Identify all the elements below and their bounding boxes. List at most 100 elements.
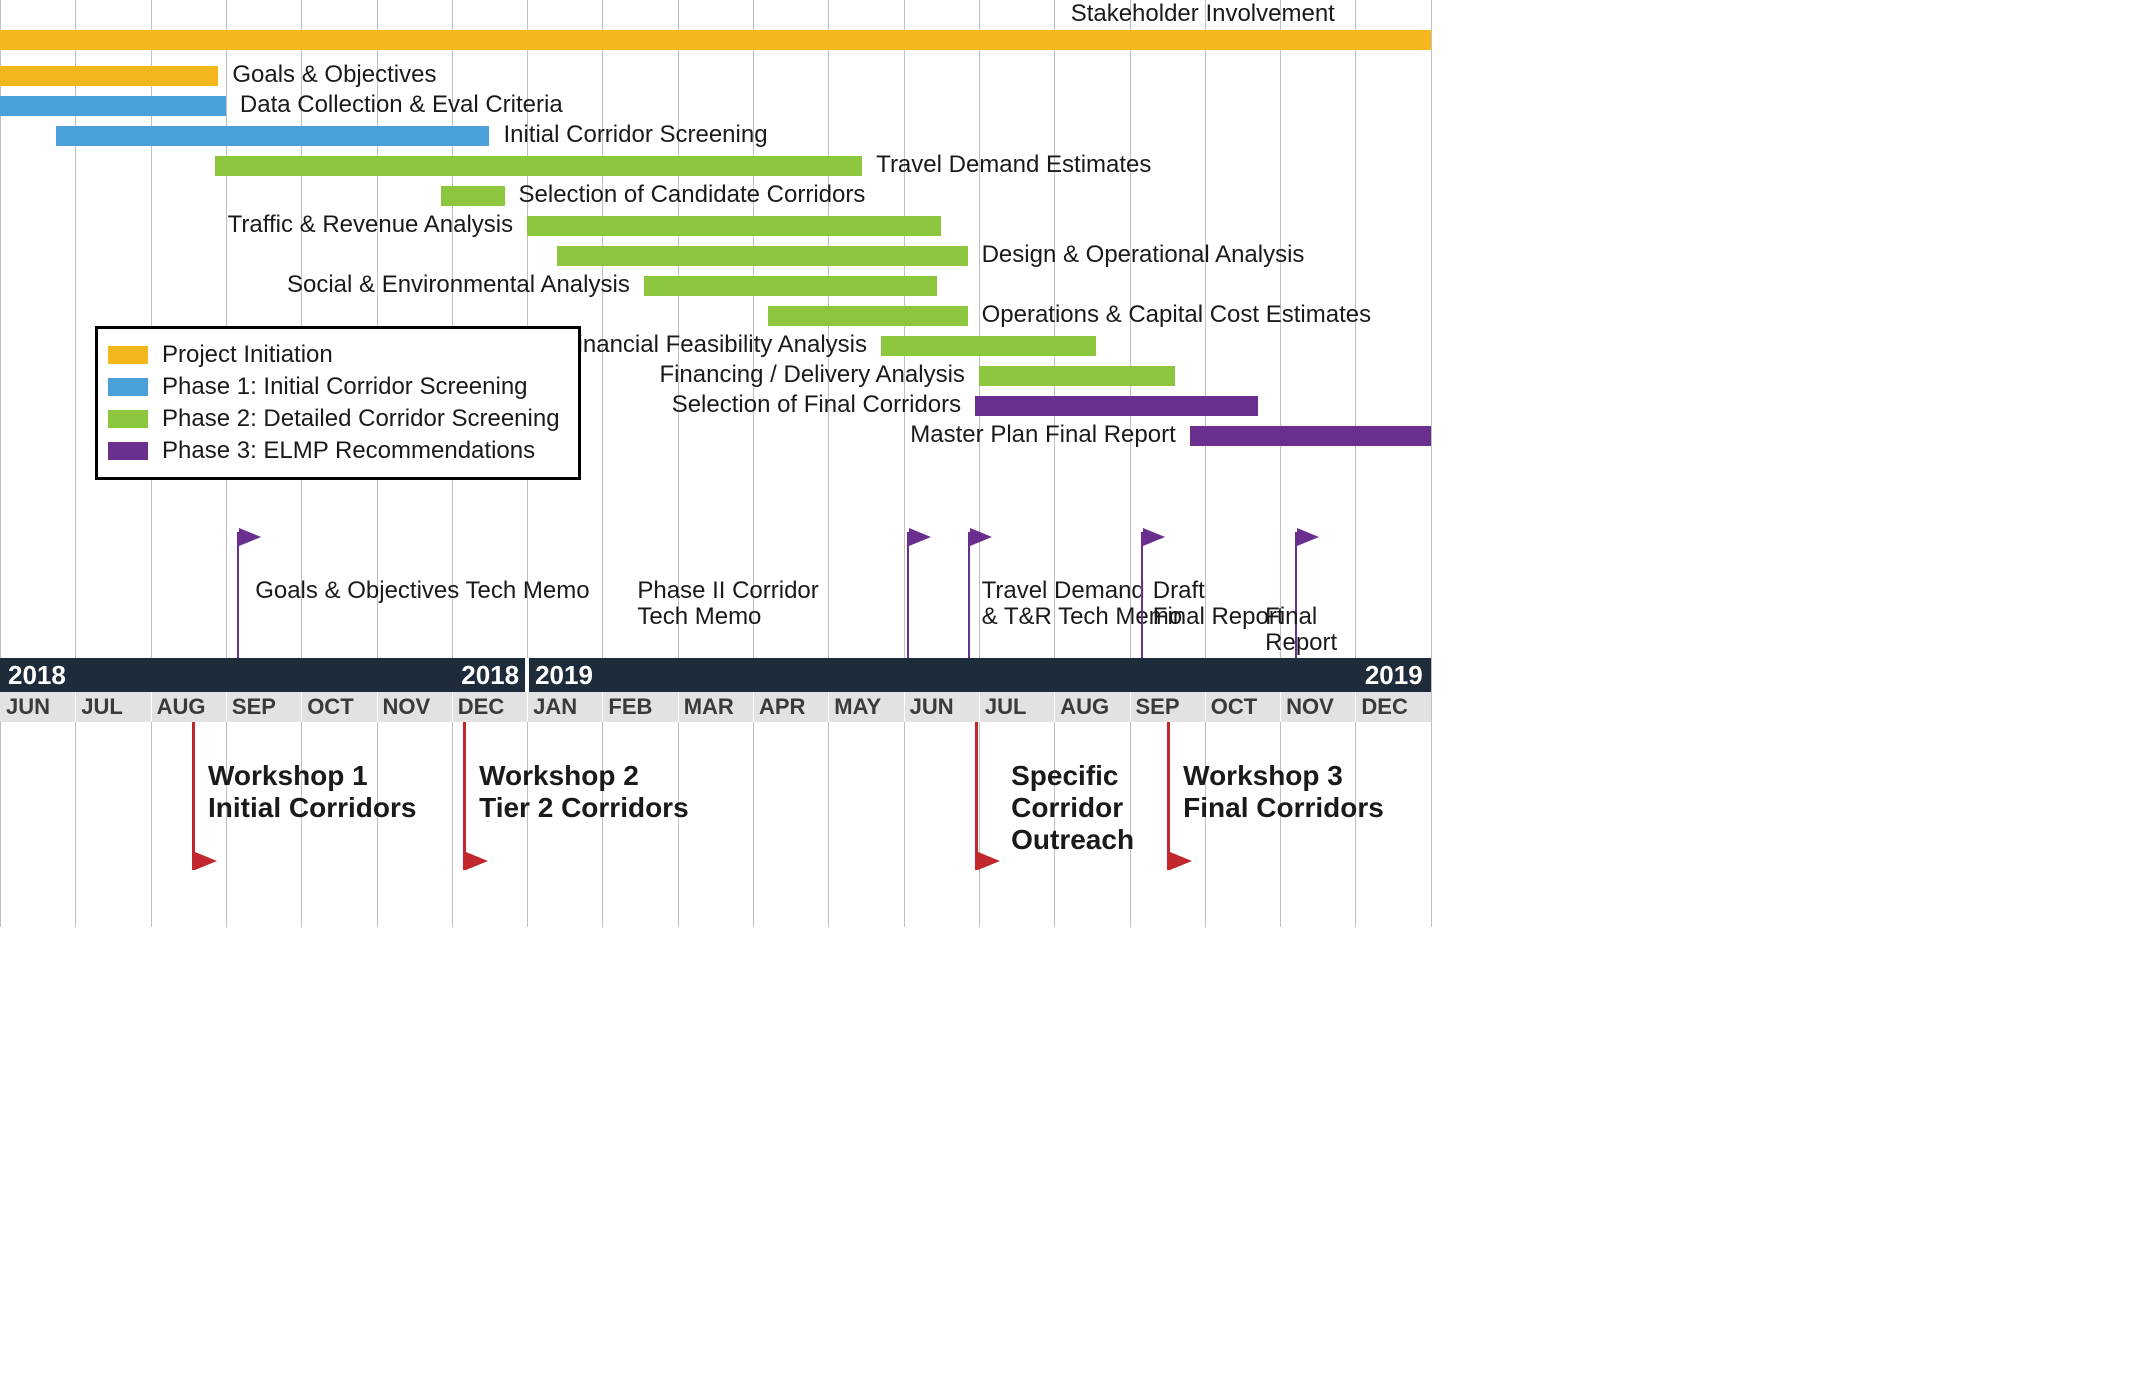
gridline [904, 0, 905, 927]
workshop-marker-stem [1167, 722, 1170, 870]
milestone-flag-stem [237, 532, 239, 658]
month-label: JUL [979, 692, 1054, 722]
gantt-chart: Stakeholder Involvement Goals & Objective… [0, 0, 1431, 927]
workshop-marker-stem [463, 722, 466, 870]
task-bar [557, 246, 967, 266]
workshop-label: Workshop 3Final Corridors [1183, 760, 1384, 824]
legend-item: Phase 3: ELMP Recommendations [108, 437, 560, 465]
legend-label: Project Initiation [162, 341, 333, 369]
month-separator [527, 692, 528, 722]
month-separator [1130, 692, 1131, 722]
milestone-flag-icon [1143, 528, 1165, 546]
month-separator [452, 692, 453, 722]
workshop-label: SpecificCorridorOutreach [1011, 760, 1134, 857]
month-separator [602, 692, 603, 722]
milestone-label: Goals & Objectives Tech Memo [255, 578, 589, 604]
month-separator [678, 692, 679, 722]
month-separator [753, 692, 754, 722]
milestone-flag-stem [968, 532, 970, 658]
workshop-label: Workshop 2Tier 2 Corridors [479, 760, 689, 824]
month-separator [904, 692, 905, 722]
month-label: AUG [151, 692, 226, 722]
legend-swatch [108, 378, 148, 396]
month-label: JAN [527, 692, 602, 722]
month-label: SEP [226, 692, 301, 722]
milestone-label: Phase II CorridorTech Memo [637, 578, 818, 631]
month-label: JUN [0, 692, 75, 722]
month-separator [151, 692, 152, 722]
task-bar [979, 366, 1175, 386]
year-band: 2019 2019 [527, 658, 1431, 692]
milestone-flag-icon [1297, 528, 1319, 546]
month-label: OCT [1205, 692, 1280, 722]
legend-swatch [108, 442, 148, 460]
month-separator [226, 692, 227, 722]
task-label: Goals & Objectives [232, 63, 436, 87]
task-label: Data Collection & Eval Criteria [240, 93, 563, 117]
month-separator [301, 692, 302, 722]
year-label: 2018 [8, 660, 66, 691]
legend-swatch [108, 410, 148, 428]
task-label: Initial Corridor Screening [503, 123, 767, 147]
legend: Project Initiation Phase 1: Initial Corri… [95, 326, 581, 480]
milestone-label: FinalReport [1265, 604, 1337, 657]
task-bar [768, 306, 968, 326]
month-label: NOV [377, 692, 452, 722]
task-label: Design & Operational Analysis [982, 243, 1305, 267]
task-bar [0, 66, 218, 86]
gridline [0, 0, 1, 927]
milestone-flag-stem [907, 532, 909, 658]
legend-item: Phase 1: Initial Corridor Screening [108, 373, 560, 401]
milestone-label: DraftFinal Report [1153, 578, 1284, 631]
task-bar [881, 336, 1096, 356]
task-bar [215, 156, 863, 176]
milestone-flag-icon [909, 528, 931, 546]
gridline [1431, 0, 1432, 927]
task-bar [441, 186, 505, 206]
month-band: JUNJULAUGSEPOCTNOVDECJANFEBMARAPRMAYJUNJ… [0, 692, 1431, 722]
year-label: 2019 [1365, 660, 1423, 691]
milestone-flag-stem [1141, 532, 1143, 658]
task-label: Stakeholder Involvement [1071, 2, 1335, 26]
legend-item: Project Initiation [108, 341, 560, 369]
workshop-flag-icon [1170, 852, 1192, 870]
task-bar [644, 276, 938, 296]
workshop-flag-icon [466, 852, 488, 870]
task-bar [0, 30, 1431, 50]
task-label: Master Plan Final Report [910, 423, 1175, 447]
task-bar [527, 216, 941, 236]
month-label: JUN [904, 692, 979, 722]
month-separator [828, 692, 829, 722]
task-bar [56, 126, 489, 146]
milestone-flag-icon [970, 528, 992, 546]
workshop-flag-icon [978, 852, 1000, 870]
gridline [979, 0, 980, 927]
legend-swatch [108, 346, 148, 364]
legend-label: Phase 2: Detailed Corridor Screening [162, 405, 560, 433]
legend-label: Phase 1: Initial Corridor Screening [162, 373, 528, 401]
year-band: 20182018 [0, 658, 527, 692]
month-label: DEC [452, 692, 527, 722]
task-label: Social & Environmental Analysis [287, 273, 630, 297]
task-label: Selection of Candidate Corridors [519, 183, 866, 207]
gridline [828, 0, 829, 927]
month-label: JUL [75, 692, 150, 722]
month-label: AUG [1054, 692, 1129, 722]
task-label: Selection of Final Corridors [672, 393, 961, 417]
month-label: FEB [602, 692, 677, 722]
task-label: Financing / Delivery Analysis [659, 363, 964, 387]
month-label: MAY [828, 692, 903, 722]
legend-item: Phase 2: Detailed Corridor Screening [108, 405, 560, 433]
year-label: 2019 [535, 660, 593, 691]
month-label: OCT [301, 692, 376, 722]
month-label: APR [753, 692, 828, 722]
workshop-flag-icon [195, 852, 217, 870]
year-separator [525, 658, 529, 692]
task-label: Operations & Capital Cost Estimates [982, 303, 1372, 327]
month-separator [1054, 692, 1055, 722]
month-label: NOV [1280, 692, 1355, 722]
month-label: SEP [1130, 692, 1205, 722]
workshop-marker-stem [975, 722, 978, 870]
month-label: MAR [678, 692, 753, 722]
month-separator [979, 692, 980, 722]
